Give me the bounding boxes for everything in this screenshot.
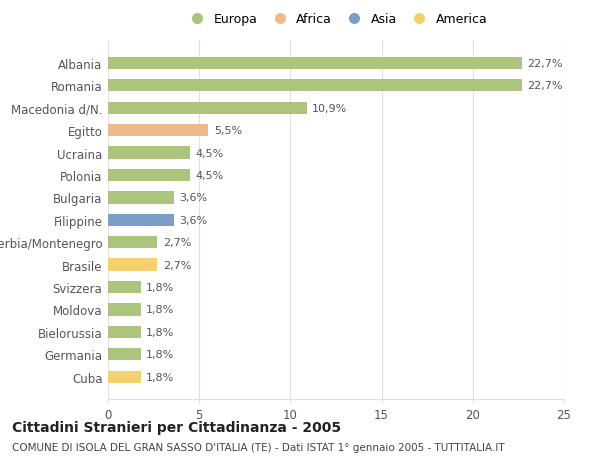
Text: 2,7%: 2,7% [163, 260, 191, 270]
Text: 1,8%: 1,8% [146, 350, 175, 359]
Text: 1,8%: 1,8% [146, 327, 175, 337]
Text: 4,5%: 4,5% [196, 171, 224, 180]
Text: 22,7%: 22,7% [527, 59, 563, 69]
Text: Cittadini Stranieri per Cittadinanza - 2005: Cittadini Stranieri per Cittadinanza - 2… [12, 420, 341, 434]
Bar [108, 326, 141, 338]
Bar [108, 57, 522, 70]
Bar [108, 304, 141, 316]
Bar [108, 169, 190, 182]
Legend: Europa, Africa, Asia, America: Europa, Africa, Asia, America [179, 8, 493, 31]
Text: 22,7%: 22,7% [527, 81, 563, 91]
Text: 2,7%: 2,7% [163, 238, 191, 248]
Text: 10,9%: 10,9% [312, 103, 347, 113]
Bar [108, 236, 157, 249]
Bar [108, 125, 208, 137]
Text: 1,8%: 1,8% [146, 372, 175, 382]
Bar [108, 371, 141, 383]
Bar [108, 348, 141, 361]
Bar [108, 192, 173, 204]
Bar [108, 259, 157, 271]
Text: 3,6%: 3,6% [179, 193, 207, 203]
Bar [108, 102, 307, 115]
Text: 1,8%: 1,8% [146, 282, 175, 292]
Bar [108, 214, 173, 226]
Text: COMUNE DI ISOLA DEL GRAN SASSO D'ITALIA (TE) - Dati ISTAT 1° gennaio 2005 - TUTT: COMUNE DI ISOLA DEL GRAN SASSO D'ITALIA … [12, 442, 505, 452]
Text: 5,5%: 5,5% [214, 126, 242, 136]
Bar [108, 147, 190, 159]
Text: 4,5%: 4,5% [196, 148, 224, 158]
Bar [108, 80, 522, 92]
Text: 1,8%: 1,8% [146, 305, 175, 315]
Text: 3,6%: 3,6% [179, 215, 207, 225]
Bar [108, 281, 141, 294]
